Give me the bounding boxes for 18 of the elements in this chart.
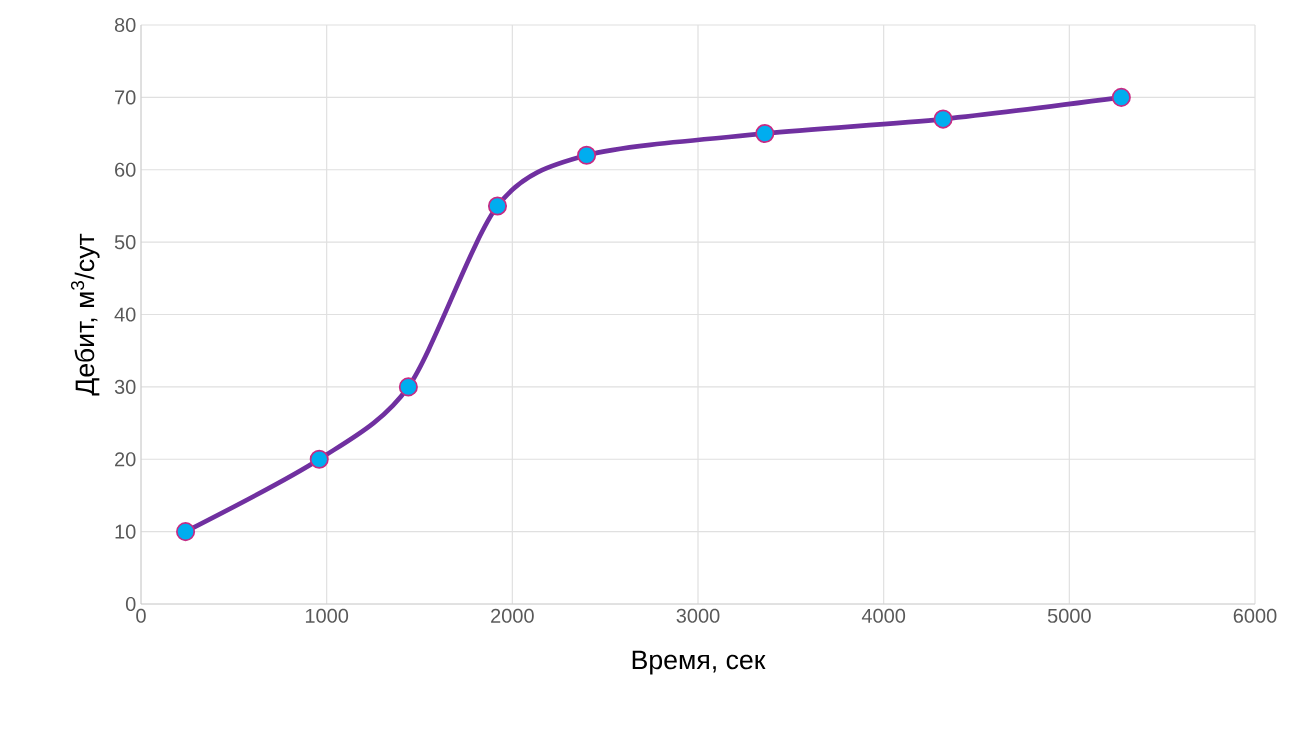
y-tick-label: 80 [114,17,136,33]
x-tick-label: 5000 [1047,608,1091,623]
x-axis-title: Время, сек [632,650,766,675]
x-tick-label: 6000 [1233,608,1277,623]
x-tick-label: 1000 [305,608,349,623]
y-tick-label: 0 [125,596,136,612]
x-tick-label: 3000 [676,608,720,623]
y-tick-label: 20 [115,452,136,467]
y-tick-label: 10 [115,524,136,539]
y-tick-label: 30 [114,379,136,394]
x-tick-label: 4000 [861,608,906,623]
y-tick-label: 50 [114,235,136,250]
y-tick-label: 40 [114,307,136,322]
x-tick-label: 0 [136,608,146,623]
y-tick-label: 60 [115,162,136,177]
x-tick-label: 2000 [491,608,534,623]
y-tick-label: 70 [115,90,136,105]
y-axis-title: Дебит, м$^{3}$/сут [70,233,100,396]
